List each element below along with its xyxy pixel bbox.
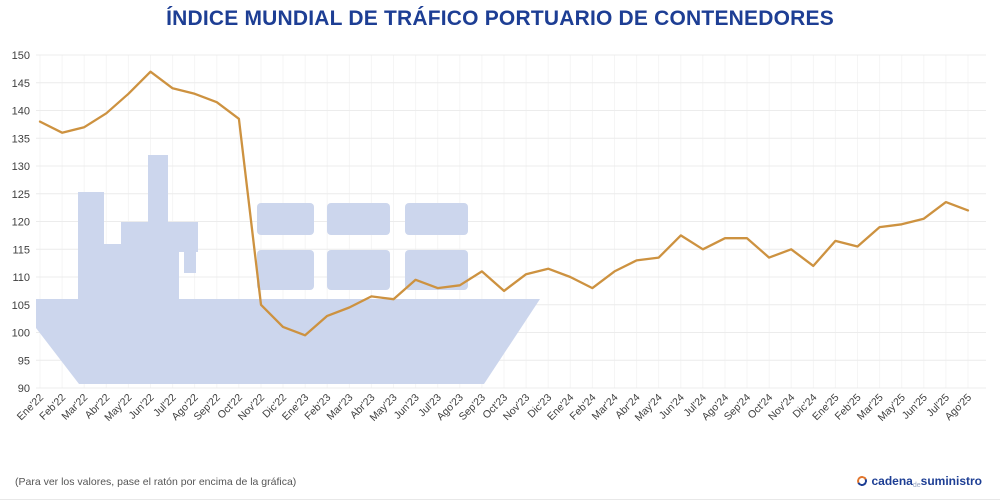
svg-text:90: 90 (18, 383, 30, 395)
svg-text:120: 120 (12, 217, 30, 229)
svg-text:135: 135 (12, 133, 30, 145)
brand-logo-text-de: de (912, 482, 921, 489)
svg-text:Jun'25: Jun'25 (900, 392, 930, 422)
container-ship-watermark (36, 155, 540, 384)
ship-container-block (405, 250, 468, 290)
svg-text:115: 115 (12, 244, 30, 256)
svg-text:110: 110 (12, 272, 30, 284)
ship-hull (36, 299, 540, 384)
ship-superstructure (184, 252, 196, 273)
ship-container-block (327, 250, 390, 290)
svg-text:Jun'23: Jun'23 (392, 392, 422, 422)
ship-superstructure (78, 192, 104, 299)
svg-text:125: 125 (12, 189, 30, 201)
x-axis-labels: Ene'22Feb'22Mar'22Abr'22May'22Jun'22Jul'… (15, 392, 974, 424)
svg-text:95: 95 (18, 355, 30, 367)
hover-hint-text: (Para ver los valores, pase el ratón por… (15, 476, 297, 488)
svg-text:105: 105 (12, 300, 30, 312)
ship-container-block (257, 250, 314, 290)
brand-logo-text-suministro: suministro (920, 474, 982, 488)
ship-container-block (327, 203, 390, 235)
svg-text:150: 150 (12, 50, 30, 62)
traffic-index-line[interactable] (38, 70, 970, 337)
svg-text:145: 145 (12, 78, 30, 90)
ship-superstructure (104, 244, 121, 299)
footer: (Para ver los valores, pase el ratón por… (0, 465, 1000, 499)
ship-container-block (257, 203, 314, 235)
y-axis-labels: 90 95 100 105 110 115 120 125 130 135 140 145 150 (12, 50, 30, 395)
svg-text:Jun'22: Jun'22 (126, 392, 156, 422)
chart-title: ÍNDICE MUNDIAL DE TRÁFICO PORTUARIO DE C… (166, 7, 834, 30)
ship-container-block (405, 203, 468, 235)
svg-text:Jun'24: Jun'24 (657, 392, 687, 422)
brand-logo-icon (855, 474, 868, 488)
svg-text:100: 100 (12, 328, 30, 340)
chart-svg[interactable]: 90 95 100 105 110 115 120 125 130 135 140 145 150 Ene… (0, 0, 1000, 460)
brand-logo[interactable]: cadenadesuministro (855, 472, 982, 490)
svg-text:140: 140 (12, 106, 30, 118)
ship-superstructure (179, 222, 198, 252)
svg-text:130: 130 (12, 161, 30, 173)
ship-superstructure (148, 155, 168, 299)
brand-logo-text-cadena: cadena (871, 474, 913, 488)
